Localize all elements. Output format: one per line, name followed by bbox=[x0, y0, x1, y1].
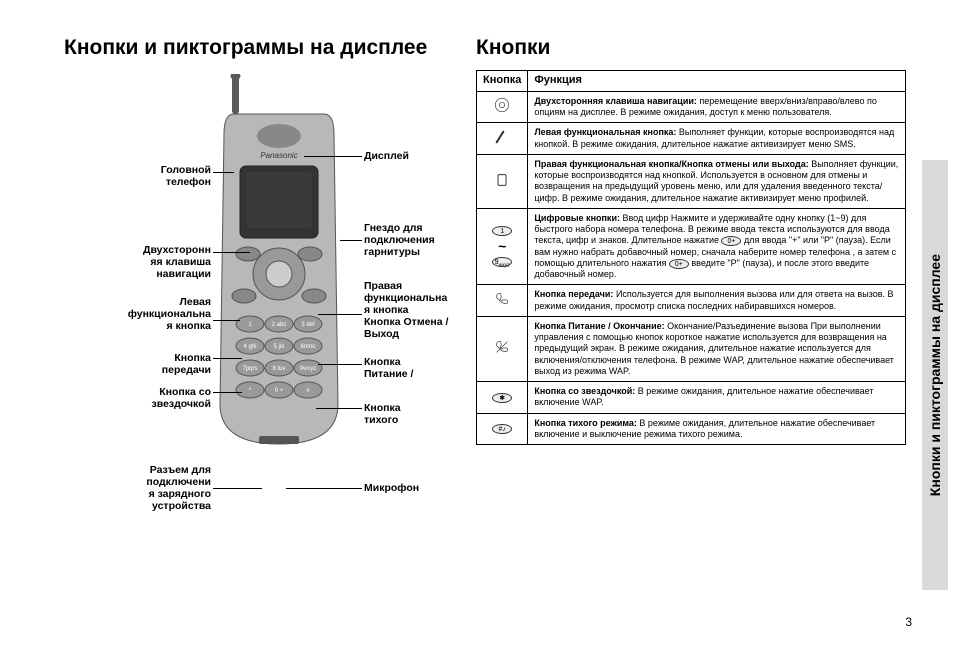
callout-c2: Двухсторонняя клавишанавигации bbox=[116, 244, 211, 280]
page-number: 3 bbox=[905, 615, 912, 629]
row-icon-power bbox=[477, 316, 528, 381]
svg-text:7pqrs: 7pqrs bbox=[242, 366, 257, 372]
row-icon-star: ✱ bbox=[477, 382, 528, 414]
callout-c7: Дисплей bbox=[364, 150, 459, 162]
table-header-button: Кнопка bbox=[477, 71, 528, 92]
row-text: Кнопка со звездочкой: В режиме ожидания,… bbox=[528, 382, 906, 414]
left-column: Кнопки и пиктограммы на дисплее Panasoni… bbox=[64, 36, 464, 574]
row-text: Двухсторонняя клавиша навигации: перемещ… bbox=[528, 91, 906, 123]
svg-text:8 tuv: 8 tuv bbox=[272, 366, 285, 372]
row-text: Кнопка Питание / Окончание: Окончание/Ра… bbox=[528, 316, 906, 381]
row-text: Цифровые кнопки: Ввод цифр Нажмите и уде… bbox=[528, 208, 906, 285]
callout-line-c4 bbox=[213, 358, 242, 359]
callout-c4: Кнопкапередачи bbox=[116, 352, 211, 376]
row-icon-digits: 1~9wxyz bbox=[477, 208, 528, 285]
table-row: 1~9wxyzЦифровые кнопки: Ввод цифр Нажмит… bbox=[477, 208, 906, 285]
table-header-function: Функция bbox=[528, 71, 906, 92]
callout-line-c10 bbox=[318, 364, 362, 365]
callout-c11: Кнопкатихого bbox=[364, 402, 459, 426]
callout-line-c1 bbox=[213, 172, 234, 173]
callout-c3: Леваяфункциональная кнопка bbox=[106, 296, 211, 332]
row-icon-send bbox=[477, 285, 528, 317]
callout-c8: Гнездо дляподключениягарнитуры bbox=[364, 222, 464, 258]
table-row: Левая функциональная кнопка: Выполняет ф… bbox=[477, 123, 906, 155]
table-row: #♪Кнопка тихого режима: В режиме ожидани… bbox=[477, 413, 906, 445]
phone-illustration: Panasonic bbox=[214, 74, 344, 464]
phone-diagram: Panasonic bbox=[64, 74, 464, 574]
side-tab: Кнопки и пиктограммы на дисплее bbox=[922, 160, 948, 590]
row-text: Кнопка тихого режима: В режиме ожидания,… bbox=[528, 413, 906, 445]
callout-c9: Праваяфункциональная кнопкаКнопка Отмена… bbox=[364, 280, 474, 340]
svg-text:Panasonic: Panasonic bbox=[260, 151, 297, 160]
callout-c12: Микрофон bbox=[364, 482, 459, 494]
callout-line-c9 bbox=[318, 314, 362, 315]
title-right: Кнопки bbox=[476, 36, 906, 60]
row-text: Левая функциональная кнопка: Выполняет ф… bbox=[528, 123, 906, 155]
callout-c1: Головнойтелефон bbox=[116, 164, 211, 188]
callout-line-c12 bbox=[286, 488, 362, 489]
row-text: Кнопка передачи: Используется для выполн… bbox=[528, 285, 906, 317]
svg-text:9wxyz: 9wxyz bbox=[300, 366, 317, 372]
row-icon-left-soft bbox=[477, 123, 528, 155]
table-row: ✱Кнопка со звездочкой: В режиме ожидания… bbox=[477, 382, 906, 414]
buttons-table: Кнопка Функция Двухсторонняя клавиша нав… bbox=[476, 70, 906, 445]
side-tab-text: Кнопки и пиктограммы на дисплее bbox=[927, 254, 943, 496]
callout-line-c11 bbox=[316, 408, 362, 409]
callout-line-c7 bbox=[304, 156, 362, 157]
callout-line-c8 bbox=[340, 240, 362, 241]
row-icon-nav bbox=[477, 91, 528, 123]
callout-line-c6 bbox=[213, 488, 262, 489]
table-row: Кнопка Питание / Окончание: Окончание/Ра… bbox=[477, 316, 906, 381]
svg-text:4 ghi: 4 ghi bbox=[243, 344, 256, 350]
svg-text:6mno: 6mno bbox=[300, 344, 316, 350]
row-icon-right-soft bbox=[477, 154, 528, 208]
table-row: Двухсторонняя клавиша навигации: перемещ… bbox=[477, 91, 906, 123]
callout-c5: Кнопка созвездочкой bbox=[116, 386, 211, 410]
callout-line-c2 bbox=[213, 252, 250, 253]
callout-line-c5 bbox=[213, 392, 242, 393]
row-icon-hash: #♪ bbox=[477, 413, 528, 445]
table-row: Правая функциональная кнопка/Кнопка отме… bbox=[477, 154, 906, 208]
callout-c10: КнопкаПитание / bbox=[364, 356, 459, 380]
svg-text:5 jkl: 5 jkl bbox=[274, 344, 285, 350]
callout-c6: Разъем дляподключения зарядногоустройств… bbox=[116, 464, 211, 512]
table-row: Кнопка передачи: Используется для выполн… bbox=[477, 285, 906, 317]
title-left: Кнопки и пиктограммы на дисплее bbox=[64, 36, 464, 60]
right-column: Кнопки Кнопка Функция Двухсторонняя клав… bbox=[476, 36, 906, 574]
svg-text:2 abc: 2 abc bbox=[272, 322, 287, 328]
svg-text:3 def: 3 def bbox=[301, 322, 315, 328]
callout-line-c3 bbox=[213, 320, 240, 321]
row-text: Правая функциональная кнопка/Кнопка отме… bbox=[528, 154, 906, 208]
svg-text:0 +: 0 + bbox=[275, 388, 284, 394]
